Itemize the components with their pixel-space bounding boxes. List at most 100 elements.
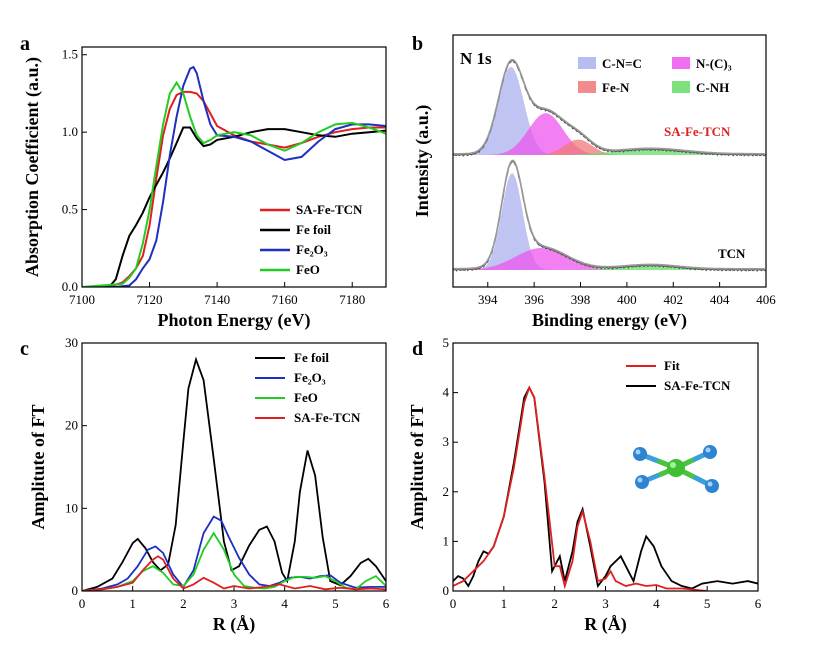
legend-label: SA-Fe-TCN [296, 202, 363, 217]
y-tick-label: 0.5 [62, 202, 78, 217]
xps-envelope-line-1 [453, 159, 765, 270]
chart-panel-d: 0 1 2 3 4 5 6 0 1 2 3 4 5 R (Å) Amplitute of FT Fit SA-F… [407, 335, 762, 635]
nitrogen-atom [633, 447, 647, 461]
xps-peak-1-0 [453, 173, 766, 270]
x-tick-label: 394 [478, 292, 498, 307]
x-axis-title-b: Binding energy (eV) [532, 310, 687, 331]
x-tick-label: 3 [602, 596, 609, 611]
series-group-d [453, 385, 758, 591]
legend-swatch [672, 57, 690, 69]
y-tick-label: 1 [443, 533, 450, 548]
x-tick-label: 1 [501, 596, 508, 611]
legend-swatch [578, 81, 596, 93]
xps-title: N 1s [460, 49, 492, 68]
x-tick-label: 2 [180, 596, 187, 611]
panel-label-a: a [20, 33, 30, 55]
y-tick-label: 30 [65, 335, 78, 350]
y-tick-label: 5 [443, 335, 450, 350]
y-tick-label: 1.0 [62, 124, 78, 139]
y-axis-title-a: Absorption Coefficient (a.u.) [22, 57, 43, 277]
series-group-c [82, 356, 386, 591]
fe-n4-structure-icon [633, 445, 719, 493]
legend-label: C-NH [696, 80, 729, 95]
legend-label: Fe₂O₃ [294, 370, 326, 385]
xps-peak-1-1 [453, 248, 766, 270]
x-tick-label: 6 [383, 596, 390, 611]
y-tick-label: 10 [65, 500, 78, 515]
y-tick-label: 0 [72, 583, 79, 598]
plot-frame-d [452, 342, 759, 592]
legend-label: SA-Fe-TCN [294, 410, 361, 425]
x-tick-label: 4 [281, 596, 288, 611]
series-group-a [82, 65, 386, 287]
x-tick-label: 7140 [204, 292, 230, 307]
x-tick-label: 406 [756, 292, 776, 307]
legend-label: Fe foil [294, 350, 329, 365]
x-axis-title-d: R (Å) [584, 614, 627, 635]
xps-envelope-line-0 [453, 58, 765, 155]
series-line-3 [82, 555, 386, 591]
plot-frame-a [81, 46, 387, 288]
x-tick-label: 7180 [339, 292, 365, 307]
x-tick-label: 5 [704, 596, 711, 611]
legend-label: FeO [294, 390, 318, 405]
legend-label: N-(C)₃ [696, 56, 732, 71]
legend-label: Fe₂O₃ [296, 242, 328, 257]
legend-label: C-N=C [602, 56, 642, 71]
panel-label-b: b [412, 33, 423, 55]
xps-peak-0-3 [453, 149, 766, 155]
curve-label: TCN [718, 246, 746, 261]
x-tick-label: 6 [755, 596, 762, 611]
nitrogen-atom [703, 445, 717, 459]
nitrogen-atom [635, 475, 649, 489]
x-tick-label: 398 [571, 292, 591, 307]
series-line-0 [82, 356, 386, 591]
panel-label-c: c [20, 338, 29, 360]
x-tick-label: 4 [653, 596, 660, 611]
series-line-1 [82, 126, 386, 287]
plot-frame-b [452, 34, 767, 288]
x-axis-title-a: Photon Energy (eV) [158, 310, 311, 331]
legend-label: SA-Fe-TCN [664, 378, 731, 393]
legend-label: Fe-N [602, 80, 630, 95]
iron-atom [667, 459, 685, 477]
y-axis-title-c: Amplitute of FT [28, 405, 48, 530]
series-line-2 [82, 531, 386, 591]
x-tick-label: 7100 [69, 292, 95, 307]
x-tick-label: 5 [332, 596, 339, 611]
y-tick-label: 4 [443, 385, 450, 400]
chart-panel-c: 0 1 2 3 4 5 6 0 10 20 30 R (Å) Amplitute of FT Fe foi… [20, 335, 390, 635]
series-line-0 [453, 385, 708, 591]
xps-peak-0-1 [453, 113, 766, 155]
x-tick-label: 0 [450, 596, 457, 611]
x-tick-label: 404 [710, 292, 730, 307]
x-tick-label: 7160 [272, 292, 298, 307]
y-tick-label: 1.5 [62, 47, 78, 62]
xps-group [453, 58, 766, 273]
panel-label-d: d [412, 338, 423, 360]
x-tick-label: 402 [664, 292, 684, 307]
x-tick-label: 2 [551, 596, 558, 611]
x-tick-label: 396 [524, 292, 544, 307]
atom-highlight [707, 481, 713, 487]
series-line-2 [82, 65, 386, 287]
legend-label: Fit [664, 358, 681, 373]
atom-highlight [705, 447, 711, 453]
y-tick-label: 3 [443, 434, 450, 449]
atom-highlight [670, 462, 676, 468]
series-line-0 [82, 90, 386, 287]
legend-label: Fe foil [296, 222, 331, 237]
legend-swatch [672, 81, 690, 93]
y-tick-label: 0.0 [62, 279, 78, 294]
legend-swatch [578, 57, 596, 69]
chart-panel-a: 7100 7120 7140 7160 7180 0.0 0.5 1.0 1.5 Photon E… [20, 33, 387, 331]
series-line-1 [453, 385, 758, 590]
x-axis-title-c: R (Å) [213, 614, 256, 635]
chart-panel-b: 394 396 398 400 402 404 406 Binding energy (eV)… [412, 33, 776, 331]
xps-peak-1-2 [453, 265, 766, 270]
curve-label: SA-Fe-TCN [664, 124, 731, 139]
y-tick-label: 2 [443, 484, 450, 499]
y-axis-title-d: Amplitute of FT [407, 405, 427, 530]
atom-highlight [637, 477, 643, 483]
